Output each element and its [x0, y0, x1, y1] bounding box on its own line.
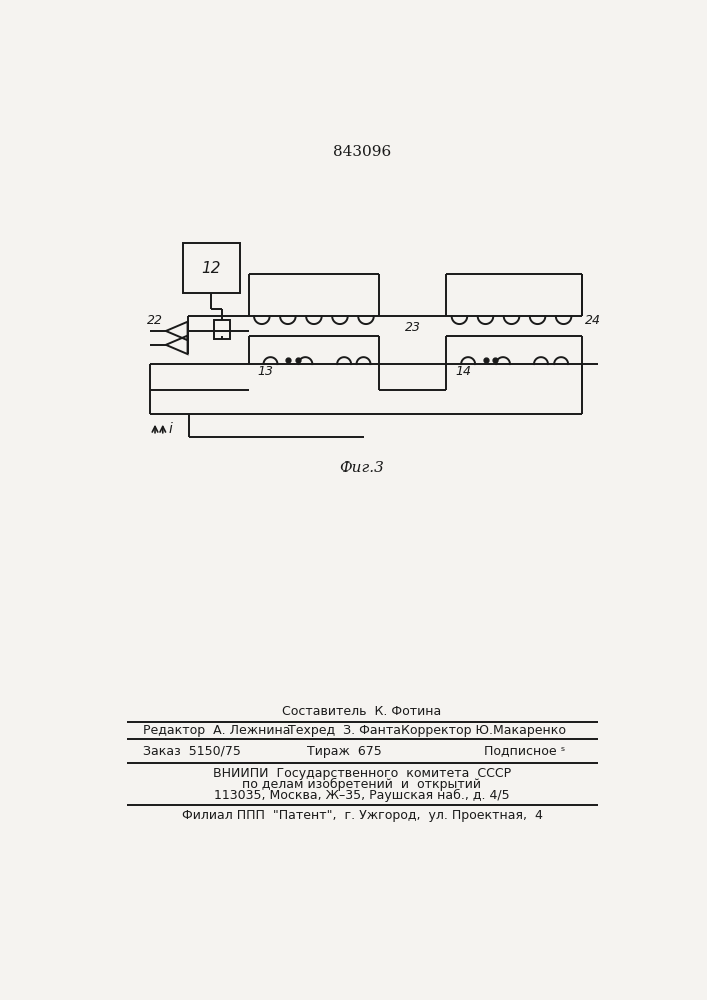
Text: 843096: 843096	[333, 145, 391, 159]
Text: Корректор Ю.Макаренко: Корректор Ю.Макаренко	[401, 724, 566, 737]
Text: 13: 13	[257, 365, 273, 378]
Text: Заказ  5150/75: Заказ 5150/75	[143, 745, 240, 758]
Text: Тираж  675: Тираж 675	[307, 745, 382, 758]
Text: Составитель  К. Фотина: Составитель К. Фотина	[282, 705, 442, 718]
Text: по делам изобретений  и  открытий: по делам изобретений и открытий	[243, 778, 481, 791]
Text: 22: 22	[147, 314, 163, 327]
Text: 14: 14	[455, 365, 472, 378]
Text: 24: 24	[585, 314, 601, 327]
Text: 12: 12	[201, 261, 221, 276]
Text: 23: 23	[404, 321, 421, 334]
Text: i: i	[169, 422, 173, 436]
Text: Подписное ˢ: Подписное ˢ	[484, 745, 565, 758]
Text: Редактор  А. Лежнина: Редактор А. Лежнина	[143, 724, 290, 737]
Text: Фиг.3: Фиг.3	[339, 461, 385, 475]
Bar	[214, 320, 230, 339]
Text: Техред  З. Фанта: Техред З. Фанта	[288, 724, 401, 737]
Bar	[183, 243, 240, 293]
Text: ВНИИПИ  Государственного  комитета  СССР: ВНИИПИ Государственного комитета СССР	[213, 767, 511, 780]
Text: 113035, Москва, Ж–35, Раушская наб., д. 4/5: 113035, Москва, Ж–35, Раушская наб., д. …	[214, 789, 510, 802]
Text: Филиал ППП  "Патент",  г. Ужгород,  ул. Проектная,  4: Филиал ППП "Патент", г. Ужгород, ул. Про…	[182, 809, 542, 822]
